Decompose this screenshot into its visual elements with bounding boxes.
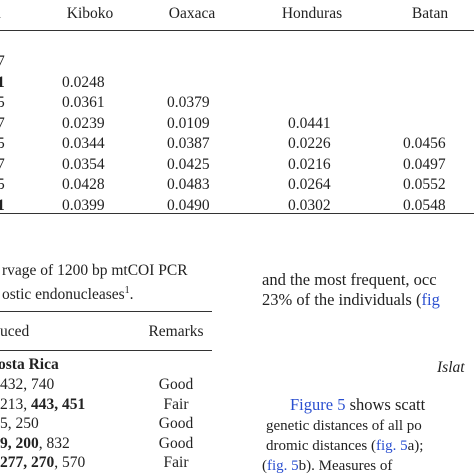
text-line: Islat	[437, 359, 465, 377]
cell: 0.0441	[288, 114, 331, 132]
segment: , 570	[54, 454, 86, 471]
text-line: genetic distances of all po	[266, 417, 422, 435]
caption: ostic endonucleases1.	[2, 282, 134, 304]
cell: 0.0248	[62, 73, 105, 91]
cell: 0.0226	[288, 135, 331, 152]
group-label: osta Rica	[0, 356, 59, 373]
column-header: uced	[0, 323, 30, 340]
cell: 0.0264	[288, 176, 331, 193]
cell: 0.0548	[403, 196, 446, 214]
segment: , 832	[38, 434, 70, 452]
text-segment: fig. 5	[375, 438, 408, 454]
segment: 5, 250	[0, 415, 39, 432]
cell: 0.0344	[62, 135, 105, 152]
text-line: and the most frequent, occ	[262, 271, 437, 289]
text-segment: b). Measures of	[298, 458, 393, 474]
superscript: 1	[124, 285, 130, 296]
row-label: 7	[0, 114, 5, 132]
text-segment: Islat	[437, 359, 465, 376]
cell: 0.0109	[167, 114, 210, 132]
row-label: 1	[0, 73, 5, 91]
sequence: 432, 740	[0, 376, 54, 394]
column-header: Batan	[411, 5, 449, 22]
text-segment: and the most frequent, occ	[262, 270, 437, 289]
column-header: Kiboko	[66, 5, 114, 22]
text-segment: Figure 5	[290, 395, 346, 414]
text-segment: dromic distances (	[266, 438, 376, 454]
remark: Fair	[163, 454, 189, 471]
remark: Good	[158, 376, 194, 393]
cell: 0.0497	[403, 155, 446, 173]
row-label: 7	[0, 155, 5, 173]
text-segment: shows scatt	[345, 395, 426, 414]
table-rule	[0, 30, 474, 31]
cell: 0.0361	[62, 94, 105, 111]
text-segment: a);	[407, 438, 424, 454]
sequence: 5, 250	[0, 415, 39, 433]
table-rule	[0, 213, 474, 214]
table-rule	[0, 350, 212, 351]
row-label: 1	[0, 196, 5, 214]
cell: 0.0399	[62, 196, 105, 214]
cell: 0.0490	[167, 196, 210, 214]
text-segment: fig. 5	[267, 458, 299, 474]
row-label: 5	[0, 94, 5, 111]
text-line: Figure 5 shows scatt	[290, 396, 425, 414]
column-header: Honduras	[281, 5, 343, 22]
text-segment: fig	[421, 290, 440, 309]
remark: Good	[158, 415, 194, 432]
column-header: a	[0, 5, 1, 23]
cell: 0.0456	[403, 135, 446, 152]
cell: 0.0428	[62, 176, 105, 193]
caption-text: ostic endonucleases	[2, 286, 125, 304]
row-label: 5	[0, 176, 5, 193]
row-label: 7	[0, 53, 5, 70]
cell: 0.0354	[62, 155, 105, 173]
segment: 9, 200	[0, 434, 39, 452]
sequence: 213, 443, 451	[0, 396, 85, 414]
sequence: 277, 270, 570	[0, 454, 85, 472]
column-header: Oaxaca	[168, 5, 216, 22]
cell: 0.0239	[62, 114, 105, 132]
cell: 0.0425	[167, 155, 210, 173]
cell: 0.0387	[167, 135, 210, 152]
table-rule	[0, 311, 212, 312]
segment: 443, 451	[31, 395, 86, 413]
text-segment: (	[262, 458, 267, 474]
segment: 277, 270	[0, 454, 55, 471]
cell: 0.0483	[167, 176, 210, 193]
text-line: dromic distances (fig. 5a);	[266, 437, 423, 455]
text-line: 23% of the individuals (fig	[262, 291, 440, 309]
cell: 0.0379	[167, 94, 210, 111]
remark: Fair	[163, 395, 189, 413]
text-segment: genetic distances of all po	[266, 418, 422, 434]
text-segment: 23% of the individuals (	[262, 290, 422, 309]
caption-text: .	[129, 286, 134, 304]
cell: 0.0302	[288, 196, 331, 214]
remark: Good	[158, 434, 194, 452]
segment: 213,	[0, 395, 31, 413]
caption: rvage of 1200 bp mtCOI PCR	[2, 262, 188, 279]
cell: 0.0552	[403, 176, 446, 193]
segment: 432, 740	[0, 376, 55, 393]
cell: 0.0216	[288, 155, 331, 173]
sequence: 9, 200, 832	[0, 435, 70, 453]
row-label: 5	[0, 135, 5, 152]
text-line: (fig. 5b). Measures of	[262, 457, 392, 475]
column-header: Remarks	[148, 323, 204, 340]
